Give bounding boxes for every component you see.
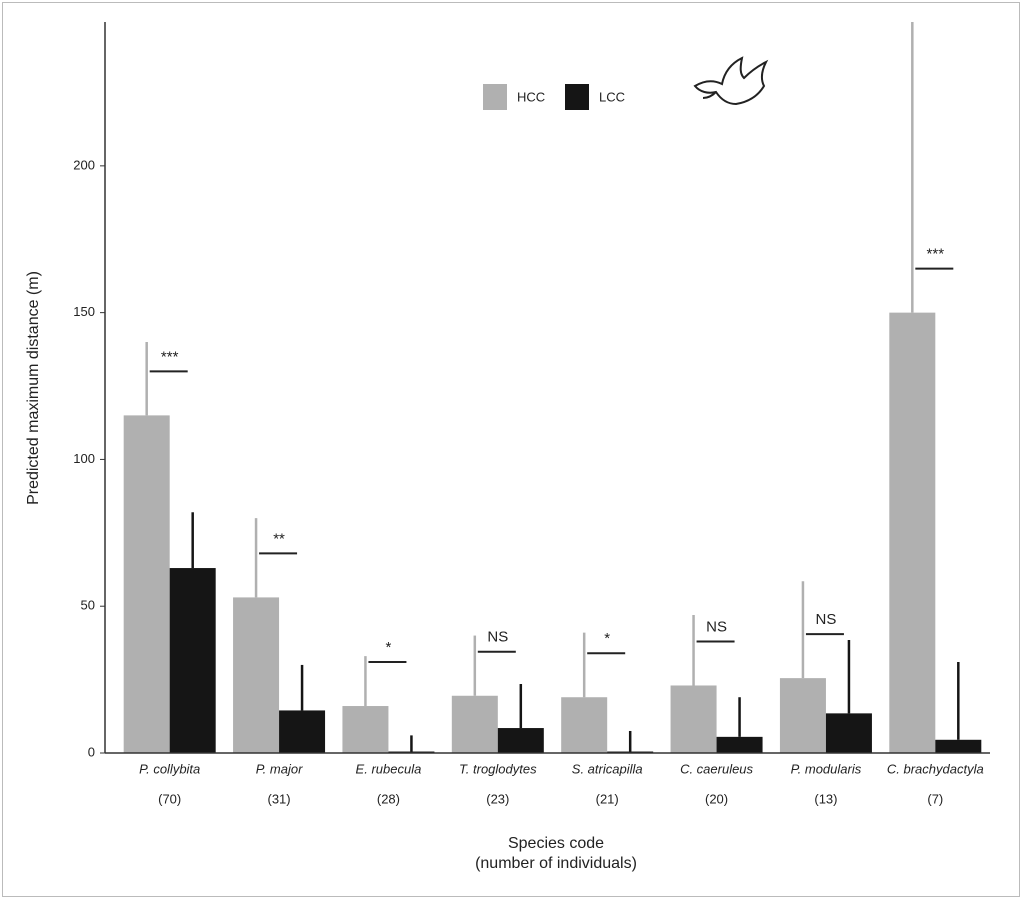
legend-swatch <box>565 84 589 110</box>
y-tick-label: 0 <box>88 744 95 759</box>
x-tick-label: C. brachydactyla <box>887 761 984 776</box>
significance-label: *** <box>927 246 945 263</box>
significance-label: NS <box>816 611 837 628</box>
x-tick-label: P. modularis <box>791 761 862 776</box>
bar <box>561 697 608 753</box>
y-tick-label: 200 <box>73 157 95 172</box>
significance-label: * <box>604 630 610 647</box>
x-tick-label: E. rubecula <box>356 761 422 776</box>
bar <box>497 728 544 753</box>
bar <box>451 695 498 753</box>
x-tick-label: C. caeruleus <box>680 761 753 776</box>
significance-label: *** <box>161 348 179 365</box>
bar <box>233 597 280 753</box>
bar <box>825 713 872 753</box>
x-tick-label: T. troglodytes <box>459 761 537 776</box>
significance-label: NS <box>706 618 727 635</box>
y-tick-label: 50 <box>81 598 95 613</box>
significance-label: * <box>386 639 392 656</box>
bar <box>342 706 389 753</box>
bar <box>670 685 717 753</box>
bar <box>279 710 326 753</box>
x-count-label: (31) <box>268 791 291 806</box>
x-count-label: (21) <box>596 791 619 806</box>
bar <box>169 568 216 753</box>
x-count-label: (23) <box>486 791 509 806</box>
bar <box>123 415 170 753</box>
x-tick-label: S. atricapilla <box>572 761 643 776</box>
y-tick-label: 100 <box>73 451 95 466</box>
bird-icon <box>693 56 769 106</box>
x-count-label: (28) <box>377 791 400 806</box>
y-tick-label: 150 <box>73 304 95 319</box>
x-count-label: (70) <box>158 791 181 806</box>
x-count-label: (20) <box>705 791 728 806</box>
plot-area <box>123 22 982 753</box>
x-axis-label: Species code <box>508 835 604 852</box>
legend-label: LCC <box>599 89 625 104</box>
x-count-label: (13) <box>814 791 837 806</box>
y-axis-label: Predicted maximum distance (m) <box>25 271 42 505</box>
significance-label: NS <box>487 629 508 646</box>
bar <box>935 739 982 753</box>
x-tick-label: P. collybita <box>139 761 200 776</box>
bar <box>779 678 826 753</box>
x-count-label: (7) <box>927 791 943 806</box>
x-tick-label: P. major <box>256 761 303 776</box>
bar <box>889 312 936 753</box>
legend-label: HCC <box>517 89 545 104</box>
significance-label: ** <box>273 530 285 547</box>
legend-swatch <box>483 84 507 110</box>
bar <box>716 736 763 753</box>
x-axis-label: (number of individuals) <box>475 855 637 872</box>
